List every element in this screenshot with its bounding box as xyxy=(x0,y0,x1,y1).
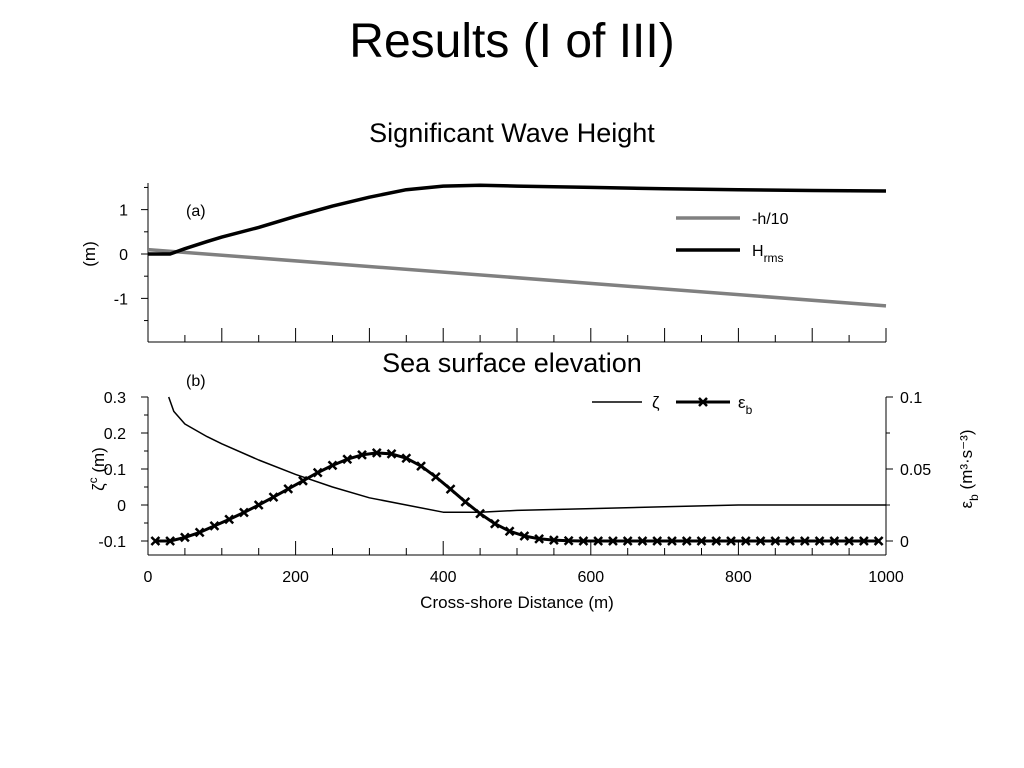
panel-a-series-line xyxy=(148,183,887,256)
panel-b-eps-marker xyxy=(873,536,884,546)
panel-b-eps-marker xyxy=(844,536,854,546)
panel-b-eps-marker xyxy=(401,453,412,464)
panel-b-eps-marker xyxy=(430,472,441,482)
panel-b-y2-tick-label: 0 xyxy=(900,534,909,551)
panel-b-eps-marker xyxy=(165,536,176,546)
panel-b-y-tick-label: 0.1 xyxy=(104,462,126,479)
panel-a-title: Significant Wave Height xyxy=(369,118,655,148)
panel-b-eps-marker xyxy=(785,536,795,546)
panel-b-x-tick-label: 800 xyxy=(725,569,752,586)
panel-b-eps-marker xyxy=(371,447,382,458)
panel-b-eps-marker xyxy=(327,460,338,471)
panel-b-y-tick-label: 0.3 xyxy=(104,390,126,407)
panel-a-legend-entry: -h/10 xyxy=(752,211,789,228)
panel-b-x-tick-label: 1000 xyxy=(868,569,904,586)
panel-b-legend-marker xyxy=(698,397,708,407)
panel-a-y-axis-label: (m) xyxy=(80,241,99,266)
panel-b-eps-marker xyxy=(357,450,367,460)
panel-b-title: Sea surface elevation xyxy=(382,348,642,378)
panel-b-eps-marker xyxy=(637,536,648,546)
panel-b-x-tick-label: 200 xyxy=(282,569,309,586)
panel-b-eps-marker xyxy=(312,467,323,478)
panel-b-eps-marker xyxy=(342,454,353,465)
panel-b-eps-marker xyxy=(283,483,294,494)
panel-b-eps-marker xyxy=(549,535,559,546)
panel-b-y-tick-label: 0 xyxy=(117,498,126,515)
panel-a-y-tick-label: 0 xyxy=(119,247,128,264)
panel-b-x-tick-label: 400 xyxy=(430,569,457,586)
panel-b-eps-marker xyxy=(608,536,618,546)
panel-b-label: (b) xyxy=(186,373,206,390)
panel-b-eps-marker xyxy=(770,536,781,546)
panel-b-eps-marker xyxy=(239,507,249,518)
panel-b-series-eps-line xyxy=(155,451,879,543)
panel-a-y-tick-label: -1 xyxy=(114,291,128,308)
panel-b-eps-marker xyxy=(681,536,692,546)
panel-b-eps-marker xyxy=(150,536,161,546)
panel-b-eps-marker xyxy=(489,518,500,529)
panel-b-eps-marker xyxy=(416,461,426,472)
panel-a-y-tick-label: 1 xyxy=(119,203,128,220)
panel-b-eps-marker xyxy=(814,536,825,546)
panel-b-eps-marker xyxy=(696,536,707,546)
panel-b-eps-marker xyxy=(829,536,840,546)
panel-b-legend-entry: εb xyxy=(738,393,753,417)
panel-b-eps-marker xyxy=(858,536,869,546)
slide-title: Results (I of III) xyxy=(349,15,675,68)
panel-b-eps-marker xyxy=(194,527,205,538)
panel-b-legend-entry: ζ xyxy=(652,393,660,412)
panel-b-eps-marker xyxy=(253,500,264,510)
panel-b-eps-marker xyxy=(711,536,722,546)
panel-b-eps-marker xyxy=(534,533,545,544)
panel-b-eps-marker xyxy=(268,492,279,502)
panel-b-eps-marker xyxy=(799,536,810,546)
panel-b-y2-tick-label: 0.05 xyxy=(900,462,931,479)
panel-b-eps-marker xyxy=(755,536,766,546)
panel-b-eps-marker xyxy=(386,448,397,459)
panel-b-y-axis-label: ζc (m) xyxy=(86,447,108,491)
panel-b-eps-marker xyxy=(298,475,308,486)
panel-b-x-tick-label: 600 xyxy=(577,569,604,586)
panel-b-eps-marker xyxy=(622,536,633,546)
panel-b-y-tick-label: 0.2 xyxy=(104,426,126,443)
panel-b-eps-marker xyxy=(726,536,736,546)
panel-b-x-axis-label: Cross-shore Distance (m) xyxy=(420,593,614,612)
panel-b-x-tick-label: 0 xyxy=(144,569,153,586)
panel-b-eps-marker xyxy=(224,514,235,525)
panel-b-series-zeta-line xyxy=(167,396,886,513)
panel-b-y2-axis-label: εb (m³·s⁻³) xyxy=(957,430,981,509)
panel-b-eps-marker xyxy=(180,532,190,543)
panel-b-eps-marker xyxy=(519,531,530,541)
panel-b-y-tick-label: -0.1 xyxy=(98,534,126,551)
panel-a-series-line xyxy=(147,247,887,308)
panel-b-eps-marker xyxy=(460,496,471,507)
panel-b-eps-marker xyxy=(209,520,220,531)
panel-a-label: (a) xyxy=(186,203,206,220)
panel-b-eps-marker xyxy=(593,536,604,546)
panel-b-eps-marker xyxy=(652,536,663,546)
panel-b-eps-marker xyxy=(563,535,574,546)
panel-b-eps-marker xyxy=(475,508,485,519)
panel-b-eps-marker xyxy=(740,536,751,546)
panel-b-y2-tick-label: 0.1 xyxy=(900,390,922,407)
panel-b-eps-marker xyxy=(578,536,589,546)
panel-b-eps-marker xyxy=(445,484,456,495)
panel-a-legend-entry: Hrms xyxy=(752,243,784,265)
panel-b-eps-marker xyxy=(667,536,677,546)
panel-b-eps-marker xyxy=(504,526,515,537)
